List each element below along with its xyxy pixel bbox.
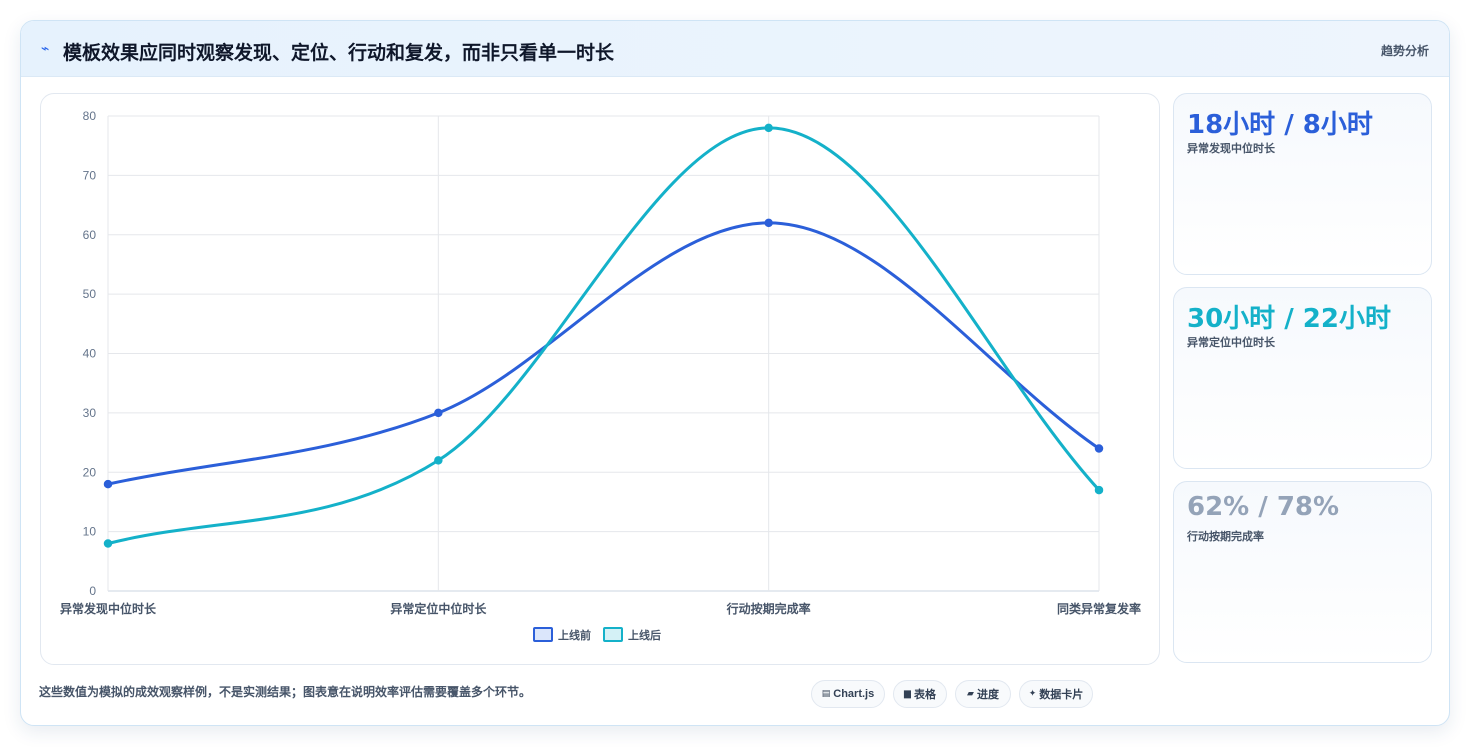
table-icon: ▆: [904, 689, 911, 699]
y-tick-label: 70: [83, 168, 97, 182]
data-point-series-2: [434, 456, 443, 465]
trend-icon: ⌁: [41, 41, 50, 57]
pill-progress[interactable]: ▰ 进度: [955, 680, 1011, 708]
chart-panel: 0 10 20 30 40 50 60 70 80 异常发现中位时长 异常定位中位时长 行动按期完成率…: [40, 93, 1160, 665]
line-chart: 0 10 20 30 40 50 60 70 80 异常发现中位时长 异常定位中位时长 行动按期完成率…: [60, 109, 1141, 642]
data-point-series-1: [1094, 444, 1104, 453]
card-title: 模板效果应同时观察发现、定位、行动和复发，而非只看单一时长: [63, 43, 615, 64]
y-tick-label: 60: [83, 228, 97, 242]
stat-card-detection: 18小时 / 8小时 异常发现中位时长: [1173, 93, 1432, 275]
stat-card-localization: 30小时 / 22小时 异常定位中位时长: [1173, 287, 1432, 469]
stat-value: 30小时 / 22小时: [1187, 304, 1391, 334]
pill-label: 数据卡片: [1039, 689, 1084, 701]
stat-label: 异常发现中位时长: [1187, 143, 1275, 155]
x-tick-label: 同类异常复发率: [1057, 601, 1141, 616]
series-line-1: [106, 221, 1101, 486]
pill-label: Chart.js: [833, 688, 875, 700]
footnote: 这些数值为模拟的成效观察样例，不是实测结果；图表意在说明效率评估需要覆盖多个环节…: [39, 685, 532, 699]
y-tick-label: 30: [83, 406, 97, 420]
chart-icon: ▤: [821, 689, 831, 699]
x-tick-label: 异常定位中位时长: [390, 601, 487, 616]
data-point-series-2: [764, 123, 773, 133]
pill-table[interactable]: ▆ 表格: [893, 680, 947, 708]
data-point-series-1: [434, 408, 443, 418]
report-card: ⌁ 模板效果应同时观察发现、定位、行动和复发，而非只看单一时长 趋势分析 0 10…: [20, 20, 1450, 726]
y-tick-label: 10: [83, 525, 97, 539]
stat-value: 62% / 78%: [1187, 492, 1340, 522]
series-line-2: [106, 126, 1101, 545]
y-tick-label: 20: [83, 465, 97, 479]
card-icon: ✦: [1028, 689, 1037, 699]
data-point-series-2: [1094, 485, 1104, 495]
pill-label: 进度: [976, 689, 999, 701]
y-tick-label: 40: [83, 347, 97, 361]
data-point-series-1: [103, 479, 113, 489]
legend-swatch: [603, 627, 623, 642]
stat-label: 行动按期完成率: [1187, 531, 1264, 543]
legend-label: 上线前: [558, 628, 591, 642]
x-tick-label: 异常发现中位时长: [60, 601, 157, 616]
pill-chartjs[interactable]: ▤ Chart.js: [811, 680, 885, 708]
data-point-series-2: [103, 539, 113, 548]
pill-data-card[interactable]: ✦ 数据卡片: [1019, 680, 1093, 708]
category-tag: 趋势分析: [1380, 44, 1429, 58]
stat-value: 18小时 / 8小时: [1187, 110, 1373, 140]
stat-label: 异常定位中位时长: [1187, 337, 1275, 349]
data-point-series-1: [764, 218, 773, 228]
y-tick-label: 50: [83, 287, 97, 301]
progress-icon: ▰: [967, 689, 974, 699]
legend-swatch: [533, 627, 553, 642]
x-tick-label: 行动按期完成率: [726, 601, 811, 616]
stat-card-completion: 62% / 78% 行动按期完成率: [1173, 481, 1432, 663]
y-tick-label: 80: [83, 109, 97, 123]
card-header: ⌁ 模板效果应同时观察发现、定位、行动和复发，而非只看单一时长 趋势分析: [21, 21, 1449, 77]
y-tick-label: 0: [89, 584, 96, 598]
pill-label: 表格: [913, 689, 936, 701]
legend-label: 上线后: [628, 628, 661, 642]
